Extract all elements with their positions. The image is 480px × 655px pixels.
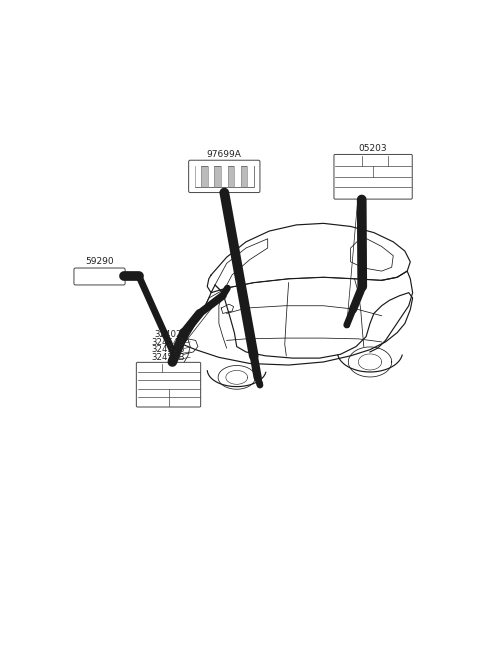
- Bar: [195, 166, 254, 187]
- Text: 32432B: 32432B: [152, 345, 185, 354]
- Text: 59290: 59290: [85, 257, 114, 267]
- Text: 32453B: 32453B: [152, 353, 185, 362]
- Bar: [208, 166, 215, 187]
- Text: 05203: 05203: [359, 143, 387, 153]
- FancyBboxPatch shape: [189, 160, 260, 193]
- FancyBboxPatch shape: [334, 155, 412, 199]
- FancyBboxPatch shape: [74, 268, 125, 285]
- Text: 32454B: 32454B: [152, 337, 185, 346]
- FancyBboxPatch shape: [136, 362, 201, 407]
- Bar: [195, 166, 202, 187]
- Text: 97699A: 97699A: [207, 150, 242, 159]
- Bar: [247, 166, 254, 187]
- Text: 32402: 32402: [155, 330, 182, 339]
- Bar: [234, 166, 240, 187]
- Bar: [221, 166, 228, 187]
